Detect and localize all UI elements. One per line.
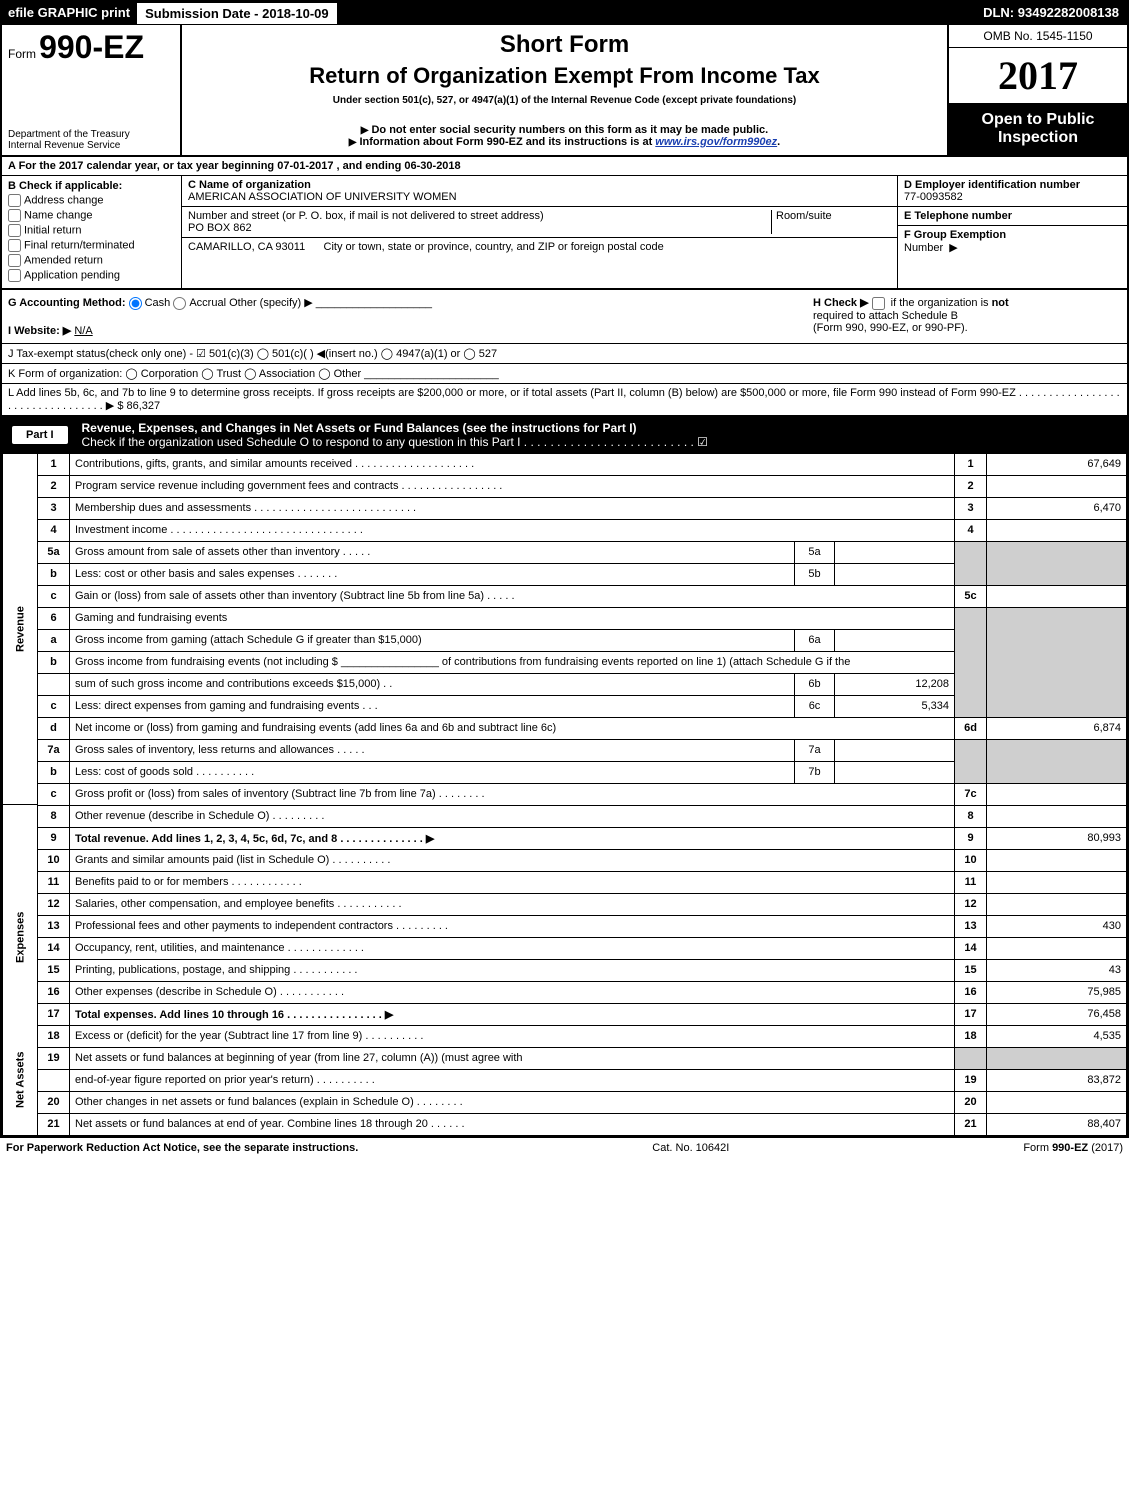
amt-15: 43 <box>987 959 1127 981</box>
department: Department of the Treasury Internal Reve… <box>8 129 174 151</box>
i-website: I Website: ▶ N/A <box>8 324 801 337</box>
amt-6d: 6,874 <box>987 717 1127 739</box>
org-address: PO BOX 862 <box>188 222 252 234</box>
amt-13: 430 <box>987 915 1127 937</box>
amt-11 <box>987 871 1127 893</box>
chk-h[interactable] <box>872 297 885 310</box>
g-accounting: G Accounting Method: Cash Accrual Other … <box>8 296 801 310</box>
c-city-row: CAMARILLO, CA 93011 City or town, state … <box>182 238 897 256</box>
g-i-left: G Accounting Method: Cash Accrual Other … <box>2 290 807 343</box>
form-prefix: Form <box>8 47 36 61</box>
radio-cash[interactable]: Cash <box>129 297 171 309</box>
return-title: Return of Organization Exempt From Incom… <box>192 63 937 89</box>
chk-name-change[interactable]: Name change <box>8 209 175 222</box>
page-footer: For Paperwork Reduction Act Notice, see … <box>0 1138 1129 1158</box>
section-revenue: Revenue <box>3 453 38 805</box>
e-phone: E Telephone number <box>898 207 1127 226</box>
amt-6b: 12,208 <box>835 673 955 695</box>
short-form-title: Short Form <box>192 31 937 59</box>
row-k-org-form: K Form of organization: ◯ Corporation ◯ … <box>2 364 1127 384</box>
row-l-gross-receipts: L Add lines 5b, 6c, and 7b to line 9 to … <box>2 384 1127 417</box>
form-number: 990-EZ <box>39 29 144 65</box>
amt-20 <box>987 1091 1127 1113</box>
d-ein: D Employer identification number 77-0093… <box>898 176 1127 207</box>
part1-tag: Part I <box>12 426 68 444</box>
gross-receipts-amount: $ 86,327 <box>117 400 160 412</box>
tax-year: 2017 <box>949 48 1127 103</box>
section-netassets: Net Assets <box>3 1025 38 1135</box>
f-group: F Group Exemption Number ▶ <box>898 226 1127 257</box>
amt-2 <box>987 475 1127 497</box>
row-j-tax-exempt: J Tax-exempt status(check only one) - ☑ … <box>2 344 1127 364</box>
amt-6c: 5,334 <box>835 695 955 717</box>
amt-3: 6,470 <box>987 497 1127 519</box>
row-a-tax-year: A For the 2017 calendar year, or tax yea… <box>2 157 1127 176</box>
amt-1: 67,649 <box>987 453 1127 475</box>
ein-value: 77-0093582 <box>904 191 963 203</box>
chk-final-return[interactable]: Final return/terminated <box>8 239 175 252</box>
part1-header: Part I Revenue, Expenses, and Changes in… <box>2 417 1127 453</box>
omb-number: OMB No. 1545-1150 <box>949 25 1127 48</box>
amt-16: 75,985 <box>987 981 1127 1003</box>
info-about: Information about Form 990-EZ and its in… <box>192 136 937 148</box>
col-b-checkboxes: B Check if applicable: Address change Na… <box>2 176 182 288</box>
footer-left: For Paperwork Reduction Act Notice, see … <box>6 1142 358 1154</box>
radio-accrual[interactable]: Accrual <box>173 297 226 309</box>
part1-title: Revenue, Expenses, and Changes in Net As… <box>78 417 712 453</box>
h-check: H Check ▶ if the organization is not req… <box>807 290 1127 343</box>
col-d-ids: D Employer identification number 77-0093… <box>897 176 1127 288</box>
dln: DLN: 93492282008138 <box>975 2 1127 25</box>
amt-14 <box>987 937 1127 959</box>
amt-8 <box>987 805 1127 827</box>
header-left: Form 990-EZ Department of the Treasury I… <box>2 25 182 155</box>
ssn-warning: Do not enter social security numbers on … <box>192 124 937 136</box>
header-mid: Short Form Return of Organization Exempt… <box>182 25 947 155</box>
amt-10 <box>987 849 1127 871</box>
top-bar: efile GRAPHIC print Submission Date - 20… <box>2 2 1127 25</box>
efile-label: efile GRAPHIC print <box>2 2 136 25</box>
amt-9: 80,993 <box>987 827 1127 849</box>
amt-17: 76,458 <box>987 1003 1127 1025</box>
header-block: Form 990-EZ Department of the Treasury I… <box>2 25 1127 157</box>
org-city: CAMARILLO, CA 93011 <box>188 241 305 253</box>
amt-4 <box>987 519 1127 541</box>
amt-7c <box>987 783 1127 805</box>
b-title: B Check if applicable: <box>8 180 175 192</box>
chk-amended-return[interactable]: Amended return <box>8 254 175 267</box>
amt-5c <box>987 585 1127 607</box>
amt-21: 88,407 <box>987 1113 1127 1135</box>
part1-table: Revenue 1 Contributions, gifts, grants, … <box>2 453 1127 1136</box>
amt-12 <box>987 893 1127 915</box>
amt-18: 4,535 <box>987 1025 1127 1047</box>
header-right: OMB No. 1545-1150 2017 Open to Public In… <box>947 25 1127 155</box>
info-link[interactable]: www.irs.gov/form990ez <box>655 136 777 148</box>
block-bcdef: B Check if applicable: Address change Na… <box>2 176 1127 290</box>
c-name-row: C Name of organization AMERICAN ASSOCIAT… <box>182 176 897 207</box>
spacer <box>338 2 975 25</box>
row-g-h-i: G Accounting Method: Cash Accrual Other … <box>2 290 1127 344</box>
col-c-org: C Name of organization AMERICAN ASSOCIAT… <box>182 176 897 288</box>
chk-initial-return[interactable]: Initial return <box>8 224 175 237</box>
org-name: AMERICAN ASSOCIATION OF UNIVERSITY WOMEN <box>188 191 457 203</box>
form-page: efile GRAPHIC print Submission Date - 20… <box>0 0 1129 1138</box>
amt-19: 83,872 <box>987 1069 1127 1091</box>
under-section: Under section 501(c), 527, or 4947(a)(1)… <box>192 95 937 106</box>
section-expenses: Expenses <box>3 849 38 1025</box>
c-addr-row: Number and street (or P. O. box, if mail… <box>182 207 897 238</box>
footer-right: Form 990-EZ (2017) <box>1023 1142 1123 1154</box>
chk-address-change[interactable]: Address change <box>8 194 175 207</box>
chk-application-pending[interactable]: Application pending <box>8 269 175 282</box>
submission-date: Submission Date - 2018-10-09 <box>136 2 338 25</box>
footer-mid: Cat. No. 10642I <box>652 1142 729 1154</box>
open-to-public: Open to Public Inspection <box>949 103 1127 155</box>
